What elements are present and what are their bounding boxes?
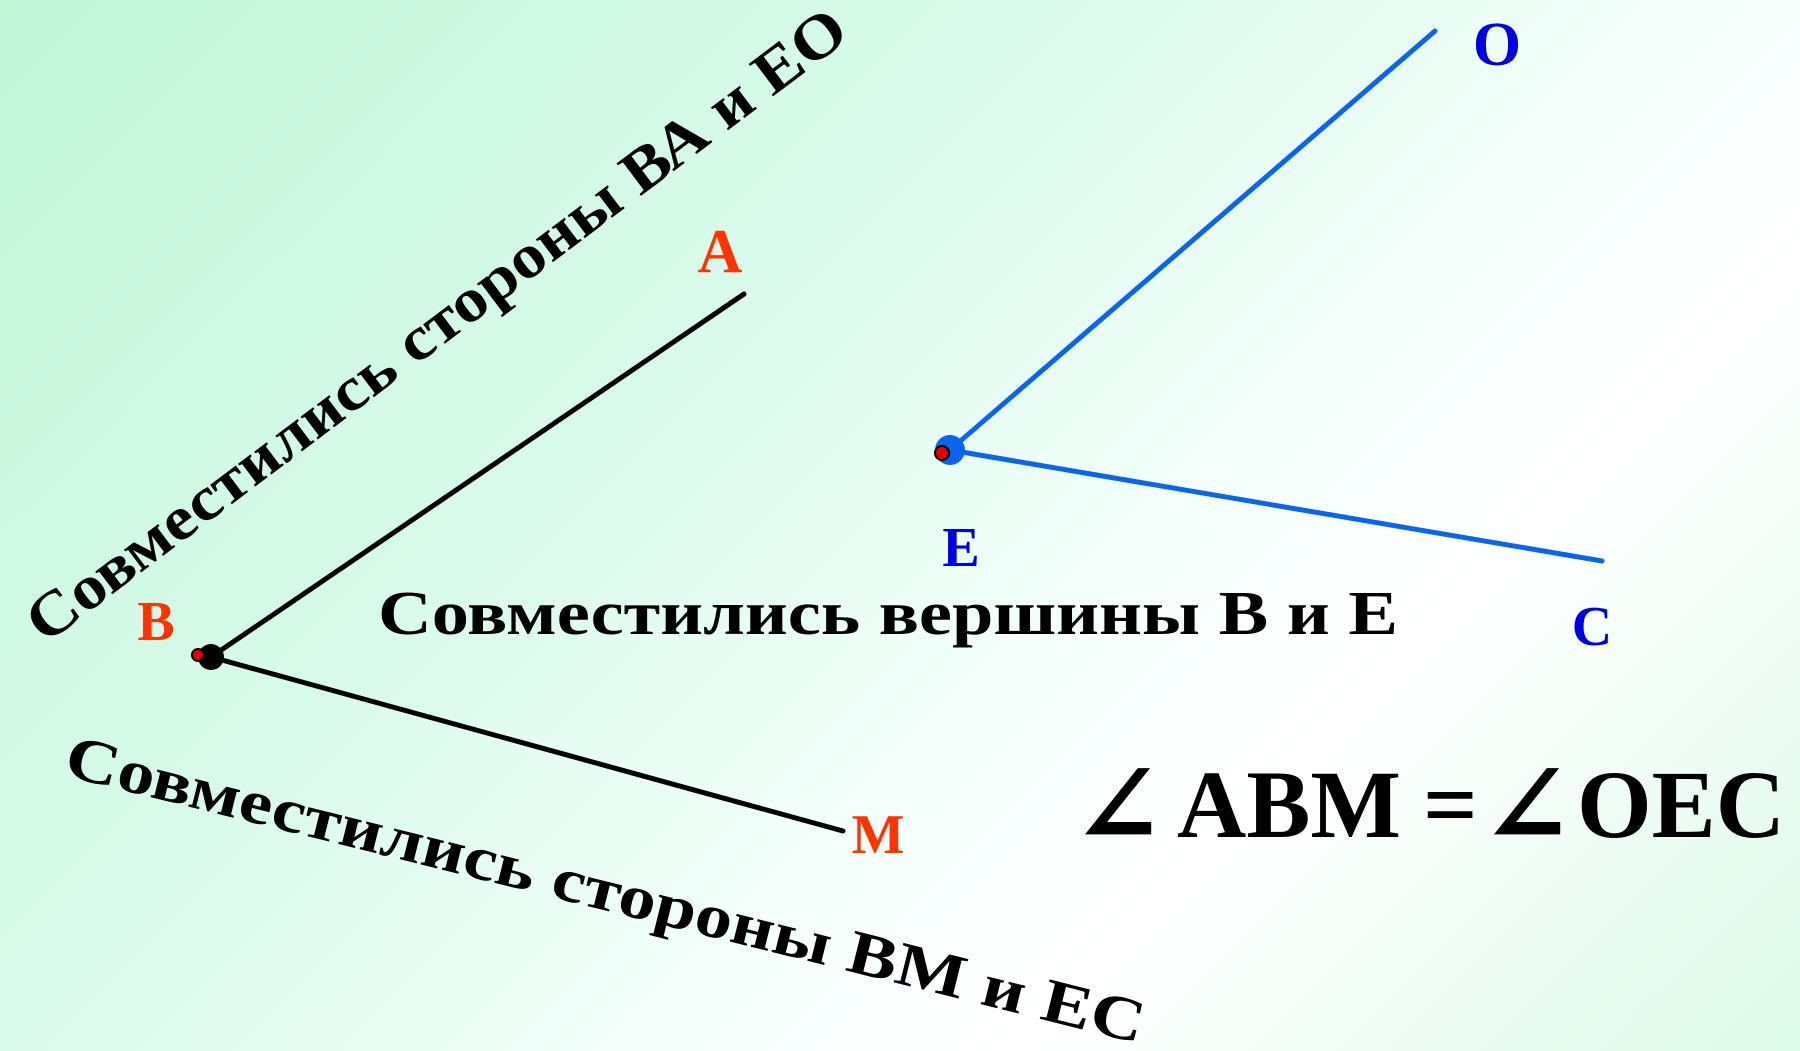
angle-equation: ∠ ABM = ∠ OEC bbox=[1072, 745, 1785, 867]
caption-vertices: Совместились вершины В и Е bbox=[378, 580, 1398, 648]
equation-left: ABM bbox=[1177, 751, 1401, 858]
angle-abm bbox=[191, 291, 846, 834]
ray-bm bbox=[208, 654, 846, 834]
equation-equals: = bbox=[1423, 751, 1478, 858]
label-e: E bbox=[942, 517, 979, 579]
ray-ec bbox=[947, 447, 1605, 564]
equation-right: OEC bbox=[1577, 751, 1785, 858]
label-a: A bbox=[698, 218, 743, 286]
angle-symbol-left: ∠ bbox=[1072, 745, 1164, 867]
label-b: B bbox=[137, 591, 174, 653]
caption-sides-bm-ec: Совместились стороны ВМ и ЕС bbox=[59, 723, 1152, 1051]
label-c: C bbox=[1572, 596, 1612, 658]
label-o: O bbox=[1473, 11, 1521, 79]
angle-symbol-right: ∠ bbox=[1481, 745, 1573, 867]
vertex-e-marker bbox=[934, 445, 950, 461]
angle-oec bbox=[934, 28, 1605, 564]
caption-sides-ba-eo: Совместились стороны ВА и ЕО bbox=[13, 0, 861, 656]
vertex-b-dot bbox=[198, 644, 224, 670]
ray-ba bbox=[208, 291, 747, 660]
label-m: M bbox=[852, 804, 905, 866]
vertex-b-marker bbox=[191, 648, 205, 662]
ray-eo bbox=[947, 28, 1438, 453]
